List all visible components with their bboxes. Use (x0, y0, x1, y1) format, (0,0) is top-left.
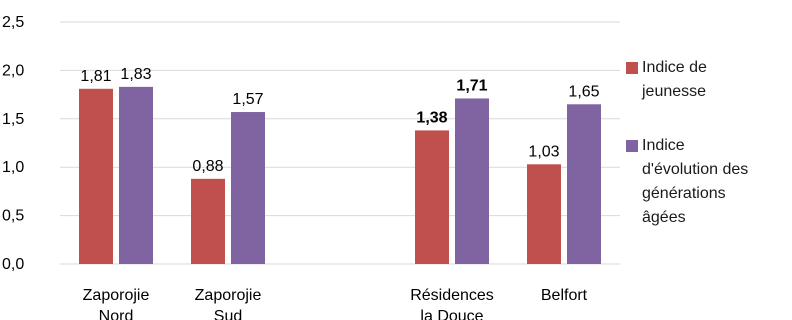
y-axis: 0,0 0,5 1,0 1,5 2,0 2,5 (2, 14, 24, 273)
bar (191, 178, 225, 264)
bar (455, 98, 489, 264)
legend-item: Indice de jeunesse (622, 56, 792, 104)
data-label: 1,71 (456, 77, 487, 94)
y-tick-label: 1,5 (2, 111, 24, 128)
category-label: Belfort (541, 287, 588, 304)
bar (527, 164, 561, 264)
bars (79, 86, 601, 265)
legend-label: Indice (642, 137, 685, 154)
bar (567, 104, 601, 264)
legend-label: Indice de (642, 59, 707, 76)
category-label: Résidences (410, 287, 494, 304)
bar (119, 86, 153, 264)
category-label: Zaporojie (83, 287, 150, 304)
gridlines (60, 21, 620, 265)
bar (79, 88, 113, 265)
y-tick-label: 0,0 (2, 256, 24, 273)
legend: Indice de jeunesse Indice d'évolution des gé… (622, 56, 792, 260)
legend-label: d'évolution des (642, 161, 749, 178)
legend-swatch (626, 62, 638, 74)
legend-label: jeunesse (642, 83, 707, 100)
category-label: Nord (99, 308, 134, 320)
legend-label: âgées (642, 209, 686, 226)
data-label: 1,65 (568, 83, 599, 100)
legend-item: Indice d'évolution des générations âgées (622, 134, 792, 230)
y-tick-label: 2,0 (2, 62, 24, 79)
data-label: 1,83 (120, 66, 151, 83)
bar (231, 112, 265, 264)
data-label: 1,38 (416, 109, 447, 126)
y-tick-label: 0,5 (2, 208, 24, 225)
legend-swatch (626, 140, 638, 152)
bar (415, 130, 449, 264)
legend-label: générations (642, 185, 726, 202)
data-labels: 1,81 1,83 0,88 1,57 1,38 1,71 1,03 1,65 (80, 66, 599, 175)
data-label: 1,57 (232, 91, 263, 108)
category-label: la Douce (420, 308, 483, 320)
data-label: 1,81 (80, 68, 111, 85)
y-tick-label: 1,0 (2, 159, 24, 176)
category-label: Sud (214, 308, 242, 320)
category-label: Zaporojie (195, 287, 262, 304)
y-tick-label: 2,5 (2, 14, 24, 31)
data-label: 1,03 (528, 143, 559, 160)
x-axis: Zaporojie Nord Zaporojie Sud Résidences la Do… (83, 287, 588, 320)
data-label: 0,88 (192, 158, 223, 175)
